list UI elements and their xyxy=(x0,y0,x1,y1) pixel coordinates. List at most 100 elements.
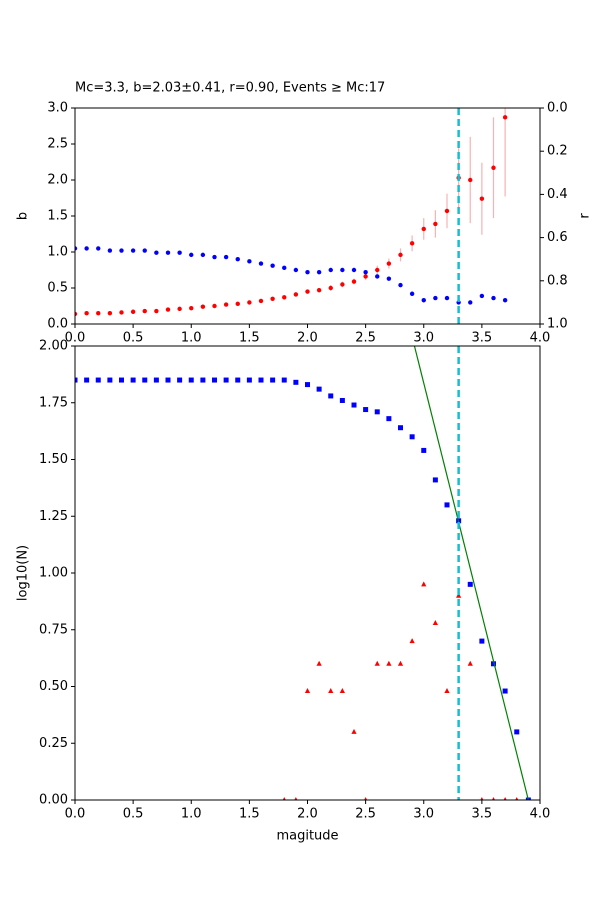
point xyxy=(177,250,182,255)
point xyxy=(270,296,275,301)
y-tick-label: 2.5 xyxy=(47,137,68,152)
point xyxy=(235,257,240,262)
x-tick-label: 2.0 xyxy=(297,807,318,822)
point xyxy=(479,196,485,201)
point xyxy=(293,292,299,297)
square-point xyxy=(246,377,252,383)
square-point xyxy=(491,661,496,667)
triangle-point xyxy=(480,797,484,800)
point xyxy=(398,252,403,258)
point xyxy=(142,308,147,314)
y2-tick-label: 0.4 xyxy=(547,187,568,202)
square-point xyxy=(84,377,90,383)
square-point xyxy=(235,377,241,383)
x-tick-label: 3.0 xyxy=(413,331,434,346)
square-point xyxy=(479,638,485,644)
x-tick-label: 1.5 xyxy=(239,807,260,822)
square-point xyxy=(467,581,473,587)
triangle-point xyxy=(294,797,298,800)
triangle-point xyxy=(467,660,473,666)
point xyxy=(468,177,473,183)
point xyxy=(502,115,508,120)
square-point xyxy=(281,377,287,383)
triangle-point xyxy=(386,660,392,666)
axes-frame xyxy=(74,107,541,325)
point xyxy=(258,298,264,304)
point xyxy=(351,267,357,273)
y2-tick-label: 1.0 xyxy=(547,317,568,332)
y-tick-label: 1.75 xyxy=(39,395,68,410)
point xyxy=(154,308,159,314)
y2-tick-label: 0.8 xyxy=(547,273,568,288)
y2-tick-label: 0.6 xyxy=(547,230,568,245)
square-point xyxy=(398,425,403,431)
y-tick-label: 1.00 xyxy=(39,566,68,581)
square-point xyxy=(153,377,159,383)
x-tick-label: 2.0 xyxy=(297,331,318,346)
point xyxy=(386,276,392,281)
triangle-point xyxy=(444,688,450,694)
y-tick-label: 2.00 xyxy=(39,339,68,354)
point xyxy=(247,259,252,264)
point xyxy=(328,267,333,273)
fit-line xyxy=(413,346,529,800)
square-point xyxy=(374,409,380,415)
point xyxy=(491,295,496,301)
x-tick-label: 4.0 xyxy=(530,807,551,822)
x-tick-label: 3.0 xyxy=(413,807,434,822)
y-tick-label: 1.0 xyxy=(47,245,68,260)
point xyxy=(142,248,147,253)
triangle-point xyxy=(339,688,345,694)
chart-title: Mc=3.3, b=2.03±0.41, r=0.90, Events ≥ Mc… xyxy=(75,81,385,96)
square-point xyxy=(316,386,322,392)
y-axis-label: b xyxy=(16,212,31,220)
point xyxy=(107,311,113,316)
x-tick-label: 0.5 xyxy=(123,807,144,822)
axes-frame xyxy=(74,345,541,801)
point xyxy=(409,291,415,296)
x-tick-label: 3.5 xyxy=(472,331,493,346)
square-point xyxy=(432,477,438,483)
plot-area xyxy=(75,108,508,317)
square-point xyxy=(339,397,345,403)
square-point xyxy=(142,377,148,383)
point xyxy=(84,246,89,251)
y-tick-label: 0.0 xyxy=(47,317,68,332)
triangle-point xyxy=(397,660,404,666)
y-tick-label: 0.5 xyxy=(47,281,68,296)
x-tick-label: 4.0 xyxy=(530,331,551,346)
point xyxy=(502,298,508,303)
square-point xyxy=(188,377,194,383)
square-point xyxy=(363,407,369,413)
point xyxy=(258,261,264,266)
triangle-point xyxy=(282,797,286,800)
square-point xyxy=(223,377,229,383)
square-point xyxy=(514,729,520,735)
triangle-point xyxy=(351,728,357,734)
square-point xyxy=(107,377,113,383)
square-point xyxy=(409,434,415,440)
point xyxy=(375,274,380,279)
point xyxy=(282,295,287,300)
x-tick-label: 1.5 xyxy=(239,331,260,346)
x-tick-label: 0.5 xyxy=(123,331,144,346)
square-point xyxy=(328,393,334,399)
x-tick-label: 1.0 xyxy=(181,807,202,822)
point xyxy=(189,252,194,258)
point xyxy=(421,226,426,232)
square-point xyxy=(75,377,78,383)
square-point xyxy=(305,382,310,388)
point xyxy=(107,248,113,253)
triangle-point xyxy=(364,797,368,800)
point xyxy=(96,311,101,316)
y-tick-label: 1.50 xyxy=(39,452,68,467)
triangle-point xyxy=(409,638,415,644)
triangle-point xyxy=(491,797,496,800)
point xyxy=(375,267,380,273)
point xyxy=(398,282,403,288)
point xyxy=(282,265,287,271)
point xyxy=(119,310,124,315)
point xyxy=(316,287,322,293)
y-tick-label: 0.00 xyxy=(39,793,68,808)
